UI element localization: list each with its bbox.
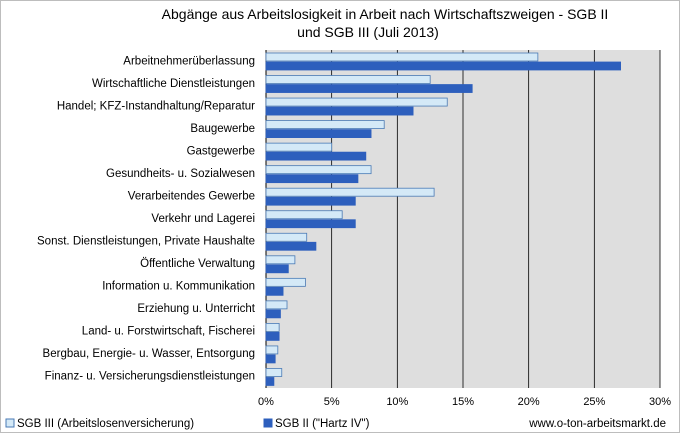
bar-sgb2 <box>265 106 414 116</box>
x-tick-label: 0% <box>258 396 274 408</box>
category-labels: Arbeitnehmerüberlassung Wirtschaftliche D… <box>37 55 256 382</box>
bar-sgb3 <box>265 75 431 84</box>
category-label: Land- u. Forstwirtschaft, Fischerei <box>82 326 255 338</box>
bar-sgb2 <box>265 241 317 251</box>
bar-sgb3 <box>265 120 385 129</box>
category-label: Verarbeitendes Gewerbe <box>128 190 255 202</box>
bar-sgb2 <box>265 354 276 364</box>
bar-sgb2 <box>265 219 356 229</box>
bar-sgb3 <box>265 97 448 107</box>
chart-title-line1: Abgänge aus Arbeitslosigkeit in Arbeit n… <box>162 6 609 22</box>
legend-swatch-sgb3 <box>5 418 15 428</box>
x-tick-label: 5% <box>324 396 340 408</box>
bar-sgb2 <box>265 331 280 341</box>
category-label: Information u. Kommunikation <box>102 281 255 293</box>
category-label: Arbeitnehmerüberlassung <box>123 55 255 67</box>
source-label: www.o-ton-arbeitsmarkt.de <box>528 418 666 430</box>
bar-sgb2 <box>265 151 367 161</box>
bar-sgb2 <box>265 61 622 71</box>
bars <box>265 52 622 386</box>
legend: SGB III (Arbeitslosenversicherung) SGB I… <box>5 418 370 430</box>
bar-sgb3 <box>265 255 296 265</box>
category-label: Finanz- u. Versicherungsdienstleistungen <box>45 371 255 383</box>
legend-label-sgb3: SGB III (Arbeitslosenversicherung) <box>17 418 194 430</box>
category-label: Sonst. Dienstleistungen, Private Haushal… <box>37 236 255 248</box>
x-tick-label: 30% <box>649 396 671 408</box>
legend-swatch-sgb2 <box>263 418 273 428</box>
category-label: Gesundheits- u. Sozialwesen <box>106 168 255 180</box>
bar-sgb3 <box>265 142 333 152</box>
bar-sgb2 <box>265 264 289 274</box>
bar-sgb3 <box>265 232 308 242</box>
bar-sgb3 <box>265 277 306 287</box>
x-tick-label: 25% <box>583 396 605 408</box>
bar-sgb3 <box>265 165 372 175</box>
bar-sgb2 <box>265 309 281 319</box>
bar-sgb2 <box>265 377 275 386</box>
category-label: Bergbau, Energie- u. Wasser, Entsorgung <box>43 348 255 360</box>
chart-title-line2: und SGB III (Juli 2013) <box>297 24 439 40</box>
bar-sgb2 <box>265 196 356 206</box>
x-tick-label: 10% <box>386 396 408 408</box>
bar-sgb3 <box>265 368 283 377</box>
bar-sgb3 <box>265 187 435 197</box>
category-label: Erziehung u. Unterricht <box>137 303 255 315</box>
legend-label-sgb2: SGB II ("Hartz IV") <box>275 418 370 430</box>
bar-sgb2 <box>265 174 359 184</box>
bar-sgb3 <box>265 52 539 62</box>
x-tick-label: 20% <box>518 396 540 408</box>
x-tick-labels: 0% 5% 10% 15% 20% 25% 30% <box>258 396 671 408</box>
category-label: Wirtschaftliche Dienstleistungen <box>92 78 255 90</box>
category-label: Baugewerbe <box>190 123 255 135</box>
bar-sgb3 <box>265 345 279 355</box>
category-label: Verkehr und Lagerei <box>151 213 255 225</box>
bar-sgb2 <box>265 129 372 139</box>
x-tick-label: 15% <box>452 396 474 408</box>
bar-sgb2 <box>265 84 473 93</box>
category-label: Öffentliche Verwaltung <box>140 258 255 270</box>
bar-sgb3 <box>265 300 288 310</box>
bar-sgb3 <box>265 210 343 220</box>
category-label: Gastgewerbe <box>187 145 255 157</box>
bar-sgb3 <box>265 322 280 332</box>
bar-sgb2 <box>265 286 284 296</box>
category-label: Handel; KFZ-Instandhaltung/Reparatur <box>57 100 255 112</box>
